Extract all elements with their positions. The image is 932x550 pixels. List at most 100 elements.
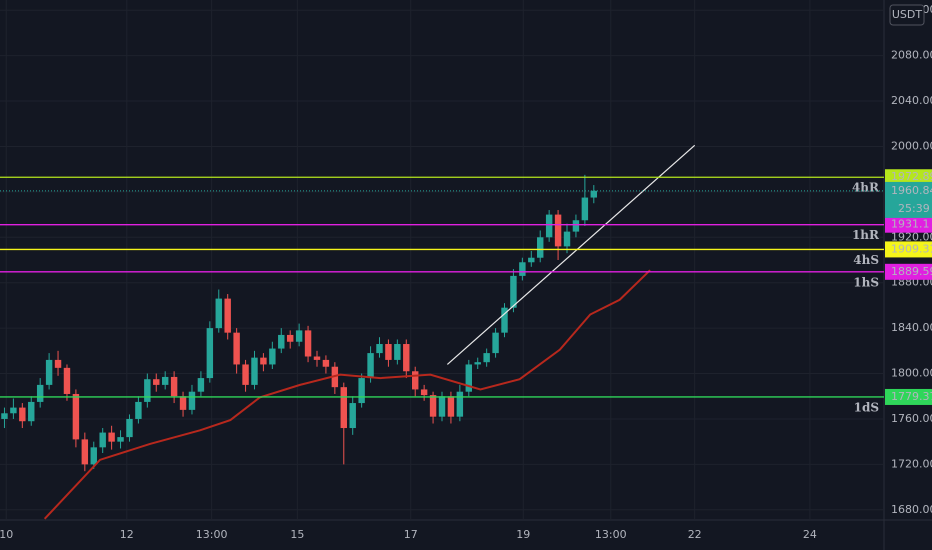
countdown: 25:39 bbox=[898, 202, 930, 215]
candle-body bbox=[233, 332, 240, 365]
candle-body bbox=[572, 220, 580, 232]
y-tick-label: 1680.00 bbox=[891, 503, 932, 516]
level-price-box bbox=[885, 263, 932, 280]
candle-body bbox=[206, 328, 214, 379]
candle-body bbox=[19, 407, 26, 422]
candle-body bbox=[492, 332, 499, 354]
candle-body bbox=[465, 364, 473, 392]
x-tick-label: 10 bbox=[0, 528, 13, 541]
level-label: 1hR bbox=[852, 228, 880, 242]
candle-body bbox=[72, 393, 80, 440]
trend-line bbox=[446, 144, 696, 365]
level-price: 1889.59 bbox=[891, 265, 932, 278]
y-tick-label: 2040.00 bbox=[891, 94, 932, 107]
candle-body bbox=[545, 214, 553, 238]
candle-body bbox=[278, 334, 285, 349]
candle-body bbox=[322, 359, 330, 367]
candle-body bbox=[36, 384, 44, 402]
candle-body bbox=[251, 357, 258, 385]
level-price-box bbox=[885, 241, 932, 258]
candle-body bbox=[519, 262, 526, 276]
candle-body bbox=[170, 376, 178, 397]
level-price: 1972.89 bbox=[891, 170, 932, 183]
candle-body bbox=[28, 401, 35, 422]
candle-body bbox=[215, 298, 222, 329]
x-tick-label: 13:00 bbox=[595, 528, 627, 541]
candle-body bbox=[126, 418, 133, 438]
candle-body bbox=[358, 378, 365, 404]
candle-body bbox=[63, 367, 71, 394]
level-price: 1779.37 bbox=[891, 390, 932, 403]
candle-body bbox=[135, 401, 142, 419]
y-tick-label: 1800.00 bbox=[891, 367, 932, 380]
candle-body bbox=[376, 344, 383, 354]
y-tick-label: 1720.00 bbox=[891, 457, 932, 470]
last-price: 1960.84 bbox=[891, 184, 932, 197]
x-tick-label: 22 bbox=[688, 528, 702, 541]
candle-body bbox=[161, 376, 169, 385]
level-label: 1hS bbox=[853, 275, 879, 289]
candle-body bbox=[554, 214, 562, 247]
y-tick-label: 1920.00 bbox=[891, 230, 932, 243]
candle-body bbox=[501, 307, 508, 333]
level-price: 1931.1 bbox=[891, 218, 930, 231]
candle-body bbox=[411, 371, 419, 390]
candle-body bbox=[188, 391, 196, 410]
level-price-box bbox=[885, 216, 932, 233]
plot-area bbox=[1, 144, 696, 520]
candle-body bbox=[269, 348, 276, 365]
x-tick-label: 12 bbox=[120, 528, 134, 541]
y-tick-label: 1840.00 bbox=[891, 321, 932, 334]
candle-body bbox=[340, 387, 347, 429]
x-tick-label: 15 bbox=[290, 528, 304, 541]
x-tick-label: 13:00 bbox=[196, 528, 228, 541]
candle-body bbox=[197, 378, 205, 392]
candle-body bbox=[429, 395, 437, 417]
candle-body bbox=[99, 432, 106, 448]
last-price-box bbox=[885, 181, 932, 218]
candle-body bbox=[242, 364, 249, 385]
level-label: 4hS bbox=[853, 253, 879, 267]
candle-body bbox=[394, 344, 401, 360]
candle-body bbox=[108, 432, 115, 442]
candle-body bbox=[420, 389, 428, 396]
candle-body bbox=[304, 330, 312, 357]
candle-body bbox=[54, 359, 62, 368]
currency: USDT bbox=[892, 8, 923, 21]
candle-body bbox=[81, 439, 89, 465]
candle-body bbox=[447, 396, 455, 417]
candle-body bbox=[45, 359, 53, 385]
level-label: 4hR bbox=[852, 181, 880, 195]
candle-body bbox=[179, 396, 187, 410]
candle-body bbox=[528, 257, 535, 263]
candle-body bbox=[90, 447, 97, 465]
x-tick-label: 19 bbox=[516, 528, 530, 541]
candle-body bbox=[224, 298, 231, 333]
candle-body bbox=[581, 197, 589, 221]
candle-body bbox=[260, 357, 267, 365]
y-tick-label: 2080.00 bbox=[891, 49, 932, 62]
candle-body bbox=[403, 344, 410, 372]
candle-body bbox=[563, 231, 571, 247]
x-tick-label: 24 bbox=[803, 528, 817, 541]
candle-body bbox=[1, 413, 8, 419]
candle-body bbox=[590, 190, 598, 198]
x-tick-label: 17 bbox=[404, 528, 418, 541]
candle-body bbox=[537, 237, 544, 258]
candle-body bbox=[295, 330, 303, 342]
candle-body bbox=[153, 379, 160, 385]
candle-body bbox=[10, 407, 17, 414]
candle-body bbox=[313, 356, 321, 360]
moving-average-line bbox=[43, 269, 651, 520]
candle-body bbox=[483, 353, 490, 363]
candle-body bbox=[349, 403, 356, 429]
candle-body bbox=[286, 334, 294, 342]
level-price-box bbox=[885, 169, 932, 186]
candle-body bbox=[510, 275, 517, 308]
candle-body bbox=[117, 437, 124, 442]
level-price-box bbox=[885, 388, 932, 405]
y-tick-label: 1760.00 bbox=[891, 412, 932, 425]
candle-body bbox=[438, 396, 446, 417]
